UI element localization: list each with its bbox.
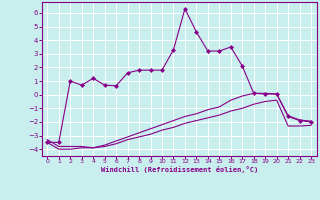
X-axis label: Windchill (Refroidissement éolien,°C): Windchill (Refroidissement éolien,°C) [100, 166, 258, 173]
